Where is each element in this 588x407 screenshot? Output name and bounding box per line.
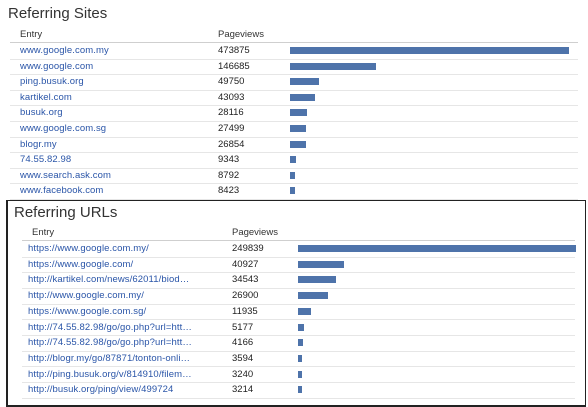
pageviews-bar — [298, 354, 302, 362]
pageviews-bar — [298, 323, 304, 331]
referring-urls-panel: Referring URLs Entry Pageviews https://w… — [6, 200, 586, 407]
entry-link[interactable]: https://www.google.com/ — [28, 258, 134, 270]
pageviews-value: 28116 — [218, 107, 244, 119]
entry-link[interactable]: www.google.com.sg — [20, 123, 107, 134]
pageviews-column-header[interactable]: Pageviews — [218, 29, 264, 40]
pageviews-value: 3594 — [232, 352, 254, 364]
pageviews-bar — [298, 276, 336, 284]
pageviews-bar — [290, 140, 306, 148]
table-row: 74.55.82.98 9343 — [10, 152, 578, 169]
pageviews-value: 9343 — [218, 154, 240, 166]
entry-link[interactable]: http://ping.busuk.org/v/814910/filem… — [28, 368, 192, 380]
pageviews-bar — [298, 370, 302, 378]
pageviews-value: 40927 — [232, 258, 259, 270]
entry-link[interactable]: https://www.google.com.my/ — [28, 243, 149, 254]
table-row: www.search.ask.com 8792 — [10, 168, 578, 185]
table-row: www.google.com.my 473875 — [10, 43, 578, 60]
entry-link[interactable]: http://kartikel.com/news/62011/biod… — [28, 274, 190, 286]
pageviews-value: 8792 — [218, 169, 240, 181]
pageviews-bar — [290, 187, 295, 195]
pageviews-bar — [298, 260, 344, 268]
entry-link[interactable]: http://74.55.82.98/go/go.php?url=htt… — [28, 337, 193, 349]
entry-link[interactable]: www.facebook.com — [20, 185, 104, 197]
entry-link[interactable]: 74.55.82.98 — [20, 154, 72, 166]
table-row: busuk.org 28116 — [10, 105, 578, 122]
entry-link[interactable]: www.google.com — [20, 60, 94, 72]
entry-link[interactable]: www.google.com.my — [20, 45, 109, 56]
entry-column-header[interactable]: Entry — [32, 227, 55, 238]
table-row: blogr.my 26854 — [10, 137, 578, 154]
table-row: www.google.com.sg 27499 — [10, 121, 578, 138]
pageviews-value: 3240 — [232, 368, 254, 380]
table-row: http://busuk.org/ping/view/499724 3214 — [22, 382, 575, 399]
referring-sites-panel: Referring Sites Entry Pageviews www.goog… — [0, 0, 588, 202]
entry-link[interactable]: http://busuk.org/ping/view/499724 — [28, 384, 174, 396]
pageviews-bar — [290, 62, 376, 70]
pageviews-bar — [290, 47, 569, 54]
table-row: kartikel.com 43093 — [10, 90, 578, 107]
table-row: ping.busuk.org 49750 — [10, 74, 578, 91]
table-row: https://www.google.com.my/249839 — [22, 241, 576, 258]
entry-link[interactable]: www.search.ask.com — [20, 169, 112, 181]
pageviews-value: 146685 — [218, 60, 250, 72]
pageviews-bar — [298, 245, 576, 252]
pageviews-value: 27499 — [218, 123, 245, 134]
table-row: www.google.com 146685 — [10, 59, 578, 76]
table-row: https://www.google.com/40927 — [22, 257, 575, 274]
pageviews-value: 5177 — [232, 321, 254, 333]
pageviews-value: 8423 — [218, 185, 240, 197]
referring-urls-title: Referring URLs — [14, 204, 118, 221]
pageviews-value: 49750 — [218, 76, 245, 88]
referring-sites-title: Referring Sites — [8, 5, 108, 22]
table-row: http://www.google.com.my/26900 — [22, 288, 575, 305]
referring-sites-header: Entry Pageviews — [10, 28, 578, 43]
table-row: http://74.55.82.98/go/go.php?url=htt… 416… — [22, 335, 575, 352]
table-row: http://blogr.my/go/87871/tonton-onli… 359… — [22, 351, 575, 368]
entry-link[interactable]: http://www.google.com.my/ — [28, 290, 145, 302]
table-row: www.facebook.com 8423 — [10, 183, 578, 200]
pageviews-bar — [290, 109, 307, 117]
pageviews-bar — [298, 339, 303, 347]
pageviews-bar — [290, 156, 296, 164]
entry-link[interactable]: http://blogr.my/go/87871/tonton-onli… — [28, 352, 191, 364]
pageviews-value: 4166 — [232, 337, 254, 349]
entry-link[interactable]: http://74.55.82.98/go/go.php?url=htt… — [28, 321, 193, 333]
table-row: https://www.google.com.sg/11935 — [22, 304, 575, 321]
pageviews-bar — [290, 93, 315, 101]
table-row: http://ping.busuk.org/v/814910/filem… 324… — [22, 367, 575, 384]
pageviews-bar — [298, 307, 311, 315]
pageviews-value: 26854 — [218, 138, 245, 150]
entry-column-header[interactable]: Entry — [20, 29, 43, 40]
pageviews-value: 249839 — [232, 243, 264, 254]
entry-link[interactable]: https://www.google.com.sg/ — [28, 305, 147, 317]
entry-link[interactable]: blogr.my — [20, 138, 57, 150]
entry-link[interactable]: busuk.org — [20, 107, 63, 119]
entry-link[interactable]: ping.busuk.org — [20, 76, 84, 88]
pageviews-bar — [298, 386, 302, 394]
pageviews-bar — [290, 125, 306, 132]
entry-link[interactable]: kartikel.com — [20, 91, 72, 103]
pageviews-value: 11935 — [232, 305, 258, 317]
pageviews-value: 34543 — [232, 274, 259, 286]
pageviews-value: 26900 — [232, 290, 259, 302]
pageviews-value: 473875 — [218, 45, 250, 56]
pageviews-bar — [298, 292, 328, 300]
pageviews-value: 43093 — [218, 91, 245, 103]
pageviews-value: 3214 — [232, 384, 254, 396]
table-row: http://kartikel.com/news/62011/biod… 3454… — [22, 272, 575, 289]
pageviews-bar — [290, 171, 295, 179]
table-row: http://74.55.82.98/go/go.php?url=htt… 517… — [22, 320, 575, 336]
pageviews-column-header[interactable]: Pageviews — [232, 227, 278, 238]
pageviews-bar — [290, 78, 319, 86]
referring-urls-header: Entry Pageviews — [22, 226, 575, 241]
